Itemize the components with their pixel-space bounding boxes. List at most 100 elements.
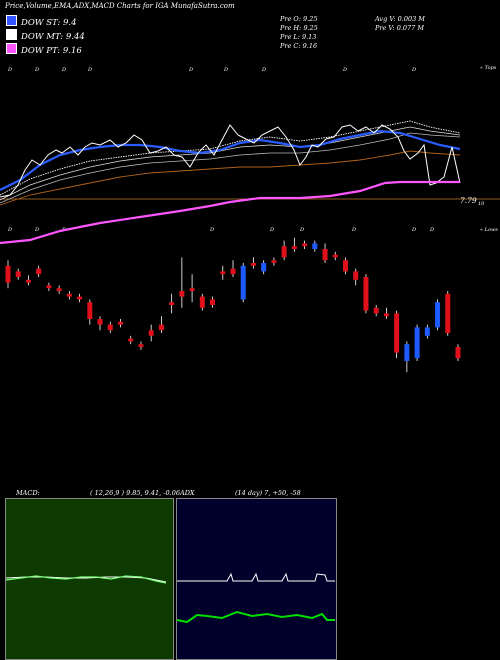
candle-body bbox=[189, 288, 195, 291]
stat-prev-low: Pre L: 9.13 bbox=[280, 33, 317, 41]
candle-body bbox=[394, 313, 400, 353]
candle-body bbox=[414, 327, 420, 359]
candle-body bbox=[46, 285, 52, 289]
tops-marker: D bbox=[61, 67, 66, 73]
candle-body bbox=[322, 249, 328, 261]
lows-marker: D bbox=[429, 227, 434, 233]
candle-body bbox=[199, 296, 205, 308]
candle-body bbox=[291, 246, 297, 249]
macd-params: ( 12,26,9 ) 9.85, 9.41, -0.06 bbox=[90, 489, 180, 497]
candle-body bbox=[271, 260, 277, 263]
stat-prev-high: Pre H: 9.25 bbox=[280, 24, 318, 32]
candle-body bbox=[5, 265, 11, 283]
tops-marker: D bbox=[411, 67, 416, 73]
lows-marker: D bbox=[34, 227, 39, 233]
legend-dow-pt: DOW PT: 9.16 bbox=[6, 43, 82, 56]
price-level-sub: 10 bbox=[478, 201, 485, 207]
macd-panel bbox=[5, 498, 174, 660]
macd-line bbox=[6, 575, 167, 584]
ema-mid-white-1 bbox=[0, 120, 461, 196]
ema-long-brown bbox=[0, 150, 461, 206]
macd-label: MACD: bbox=[16, 489, 40, 497]
candle-body bbox=[25, 279, 31, 283]
stat-avg-volume: Avg V: 0.003 M bbox=[375, 15, 425, 23]
candle-body bbox=[148, 330, 154, 336]
legend-swatch-mt bbox=[6, 29, 17, 40]
price-level-label: 7.79 bbox=[460, 196, 477, 205]
lows-marker: D bbox=[411, 227, 416, 233]
tops-label: « Tops bbox=[480, 65, 497, 71]
candle-body bbox=[169, 302, 175, 305]
lows-marker: D bbox=[7, 227, 12, 233]
candle-body bbox=[87, 302, 93, 319]
adx-panel bbox=[176, 498, 337, 660]
candle-body bbox=[343, 260, 348, 272]
dow-pt-magenta bbox=[0, 180, 460, 245]
candle-body bbox=[107, 324, 113, 331]
tops-marker: D bbox=[223, 67, 228, 73]
candle-body bbox=[404, 344, 410, 361]
candle-body bbox=[15, 271, 21, 277]
adx-params: (14 day) 7, +50, -58 bbox=[235, 489, 301, 497]
candle-body bbox=[373, 307, 379, 314]
candle-body bbox=[128, 338, 134, 342]
candle-body bbox=[312, 243, 318, 249]
candle-body bbox=[179, 291, 185, 297]
tops-marker: D bbox=[342, 67, 347, 73]
lows-label: « Lows bbox=[480, 227, 498, 233]
price-line-white bbox=[0, 124, 461, 198]
candle-body bbox=[66, 293, 72, 297]
candle-body bbox=[138, 344, 144, 347]
candle-body bbox=[118, 321, 123, 325]
ema-mid-white-2 bbox=[0, 126, 461, 201]
legend-dow-mt: DOW MT: 9.44 bbox=[6, 29, 85, 42]
tops-marker: D bbox=[7, 67, 12, 73]
candle-body bbox=[210, 299, 216, 305]
candle-body bbox=[353, 271, 359, 280]
candle-body bbox=[332, 254, 338, 258]
candle-body bbox=[424, 327, 430, 336]
tops-marker: D bbox=[188, 67, 193, 73]
candle-body bbox=[77, 296, 83, 300]
macd-chart bbox=[6, 575, 167, 584]
adx-line bbox=[177, 610, 335, 624]
candle-body bbox=[230, 268, 236, 275]
candle-body bbox=[220, 271, 226, 275]
candle-body bbox=[363, 277, 369, 311]
candle-body bbox=[383, 313, 389, 317]
candles bbox=[5, 237, 461, 373]
ema-mid-white-3 bbox=[0, 132, 461, 204]
tops-marker: D bbox=[261, 67, 266, 73]
legend-label-pt: DOW PT: 9.16 bbox=[21, 46, 82, 56]
tops-marker: D bbox=[34, 67, 39, 73]
lows-marker: D bbox=[269, 227, 274, 233]
legend-label-mt: DOW MT: 9.44 bbox=[21, 32, 85, 42]
stat-prev-close: Pre C: 9.16 bbox=[280, 42, 318, 50]
legend-swatch-pt bbox=[6, 43, 17, 54]
legend-swatch-st bbox=[6, 15, 17, 26]
adx-di-line bbox=[177, 572, 335, 582]
stat-prev-volume: Pre V: 0.077 M bbox=[375, 24, 425, 32]
candle-body bbox=[97, 319, 103, 325]
ema-short-blue bbox=[0, 129, 461, 191]
candle-body bbox=[36, 268, 42, 275]
candle-body bbox=[455, 347, 461, 359]
candle-body bbox=[281, 246, 287, 258]
lows-marker: D bbox=[209, 227, 214, 233]
candle-body bbox=[250, 263, 256, 266]
lows-marker: D bbox=[351, 227, 356, 233]
stat-prev-open: Pre O: 9.25 bbox=[280, 15, 318, 23]
adx-chart bbox=[177, 572, 335, 624]
legend-label-st: DOW ST: 9.4 bbox=[21, 18, 77, 28]
candle-body bbox=[56, 288, 62, 291]
tops-marker: D bbox=[87, 67, 92, 73]
adx-label: ADX bbox=[180, 489, 195, 497]
candle-body bbox=[240, 265, 246, 300]
candle-body bbox=[445, 293, 451, 333]
candle-body bbox=[158, 324, 164, 331]
candle-body bbox=[435, 302, 441, 328]
candle-body bbox=[302, 243, 308, 247]
candle-body bbox=[261, 263, 267, 272]
